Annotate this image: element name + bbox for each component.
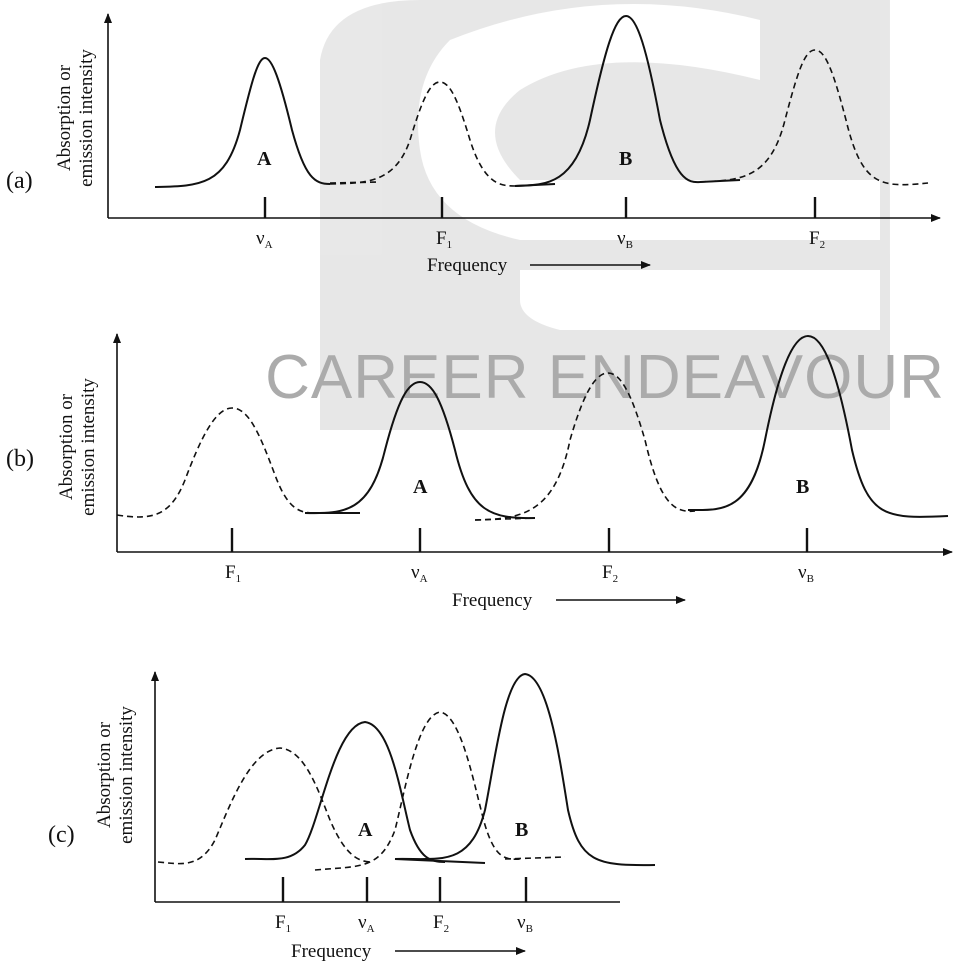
panel-c-xlabel: Frequency: [291, 941, 372, 962]
panel-a-peak-label-B: B: [619, 148, 632, 170]
panel-a-peak-A: [154, 56, 331, 188]
panel-b-ylabel-line2: emission intensity: [78, 378, 99, 516]
panel-b: (b) Absorption or emission intensity A B…: [6, 333, 953, 611]
watermark-text: CAREER ENDEAVOUR: [265, 343, 945, 412]
panel-c-ylabel-line1: Absorption or: [94, 721, 115, 828]
panel-c-peak-A: [244, 720, 446, 863]
panel-a-ticklabel-nuB: νB: [617, 228, 633, 251]
panel-b-ticklabel-nuB: νB: [798, 562, 814, 585]
panel-a-baseline-dashed-1: [329, 181, 381, 184]
panel-a-ylabel-line1: Absorption or: [54, 64, 75, 171]
panel-c-peak-F2: [314, 711, 521, 871]
panel-c-label: (c): [48, 822, 75, 848]
panel-a-peak-F2: [699, 49, 929, 186]
panel-a-label: (a): [6, 168, 33, 194]
panel-b-label: (b): [6, 446, 34, 472]
panel-c-peak-F1: [157, 747, 373, 865]
panel-c-baseline-dashed-1: [504, 856, 566, 860]
panel-c-ticklabel-F1: F1: [275, 912, 291, 935]
panel-c-baseline-solid-1: [394, 858, 486, 864]
panel-b-ticklabel-F1: F1: [225, 562, 241, 585]
panel-b-peak-label-A: A: [413, 476, 428, 498]
panel-b-ylabel-line1: Absorption or: [56, 393, 77, 500]
panel-b-peak-B: [687, 334, 949, 518]
panel-c-peak-label-A: A: [358, 819, 373, 841]
panel-b-peak-A: [304, 380, 536, 520]
panel-b-xlabel: Frequency: [452, 590, 533, 611]
panel-c-ticklabel-F2: F2: [433, 912, 449, 935]
panel-a: (a) Absorption or emission intensity A B…: [6, 13, 941, 276]
panel-c-ticklabel-nuB: νB: [517, 912, 533, 935]
watermark: CAREER ENDEAVOUR: [265, 0, 945, 430]
panel-c-peak-B: [394, 672, 656, 867]
panel-a-peak-label-A: A: [257, 148, 272, 170]
panel-b-peak-F2: [474, 372, 696, 521]
panel-a-ylabel-line2: emission intensity: [76, 49, 97, 187]
panel-c-peak-label-B: B: [515, 819, 528, 841]
panel-a-ticklabel-nuA: νA: [256, 228, 273, 251]
panel-c-ylabel-line2: emission intensity: [116, 706, 137, 844]
panel-c-ticklabel-nuA: νA: [358, 912, 375, 935]
panel-b-ticklabel-F2: F2: [602, 562, 618, 585]
panel-b-peak-label-B: B: [796, 476, 809, 498]
panel-a-peak-F1: [329, 81, 516, 187]
panel-b-peak-F1: [116, 407, 316, 518]
panel-a-baseline-solid-2: [699, 179, 741, 183]
panel-c: (c) Absorption or emission intensity A B…: [48, 671, 656, 962]
panel-a-xlabel: Frequency: [427, 255, 508, 276]
panel-a-ticklabel-F1: F1: [436, 228, 452, 251]
panel-a-baseline-solid-1: [514, 183, 556, 187]
panel-a-peak-B: [514, 14, 701, 187]
panel-a-ticklabel-F2: F2: [809, 228, 825, 251]
panel-b-ticklabel-nuA: νA: [411, 562, 428, 585]
panel-b-baseline-dashed-1: [474, 517, 536, 521]
